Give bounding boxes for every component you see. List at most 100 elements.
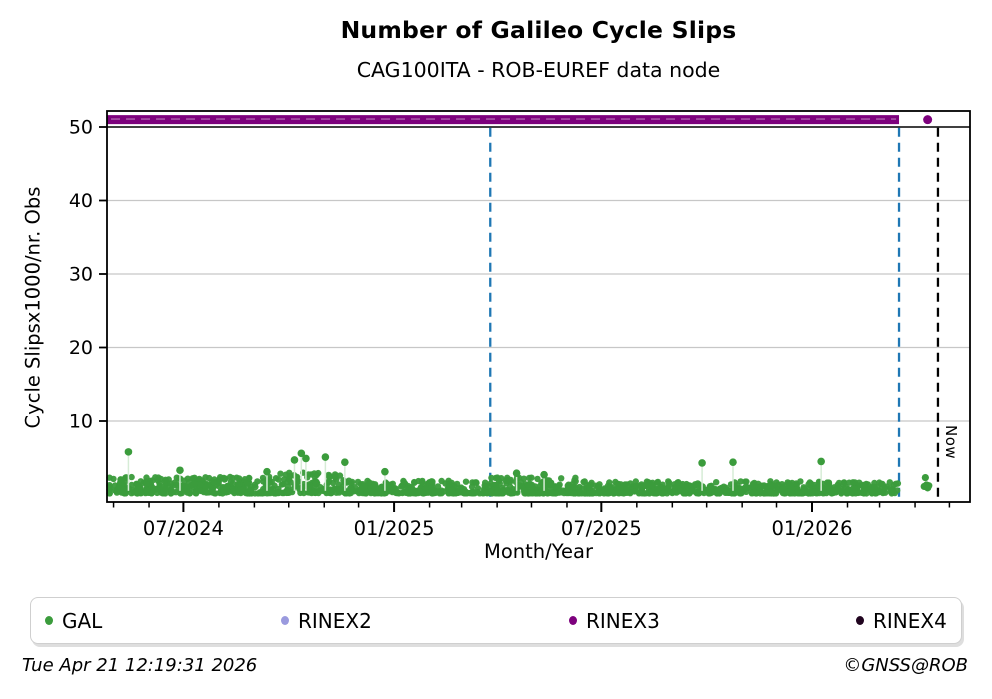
- gal-point: [456, 485, 463, 492]
- gal-spike-point: [698, 459, 706, 467]
- gal-point: [839, 487, 847, 495]
- legend-box: GAL RINEX2 RINEX3 RINEX4: [30, 597, 962, 644]
- gal-point: [671, 488, 678, 496]
- gal-point: [558, 475, 565, 482]
- gal-point: [779, 485, 787, 492]
- gal-point: [617, 481, 624, 488]
- gal-point: [520, 475, 528, 482]
- gal-point: [284, 489, 291, 496]
- plot-canvas: 10 20 30 40 50 07/2024 01/2025 07/2025 01/2026: [69, 110, 971, 540]
- gal-point: [277, 470, 284, 477]
- gal-point: [410, 486, 417, 493]
- gal-point: [282, 471, 290, 478]
- gal-point: [312, 478, 319, 485]
- gal-point: [275, 488, 282, 496]
- gal-point: [879, 489, 887, 497]
- gal-point: [220, 487, 227, 494]
- gal-point: [921, 473, 929, 482]
- gal-point: [560, 489, 568, 497]
- gal-point: [661, 489, 668, 496]
- gal-point: [738, 490, 745, 497]
- gal-point: [925, 482, 933, 490]
- gal-point: [648, 482, 655, 489]
- gal-point: [178, 489, 186, 497]
- gal-point: [266, 479, 273, 486]
- gal-point: [793, 480, 800, 487]
- gal-point: [856, 479, 863, 486]
- legend-label: GAL: [62, 608, 103, 633]
- gal-point: [607, 485, 614, 492]
- gal-point: [435, 488, 442, 495]
- gal-point: [371, 481, 379, 488]
- legend-item-rinex3: RINEX3: [569, 598, 660, 643]
- gal-point: [634, 483, 642, 490]
- gal-point: [402, 489, 410, 496]
- gal-point: [167, 486, 175, 493]
- gal-point: [654, 478, 662, 486]
- gal-spike-point: [290, 456, 299, 464]
- gal-point: [684, 482, 691, 490]
- gal-point: [481, 482, 488, 489]
- gal-point: [189, 475, 196, 482]
- gal-point: [589, 490, 597, 497]
- gal-point: [674, 479, 681, 486]
- gal-point: [191, 480, 198, 487]
- gal-point: [488, 474, 495, 482]
- gal-point: [366, 479, 373, 486]
- x-tick-label: 07/2025: [561, 517, 642, 540]
- gal-point: [197, 487, 204, 495]
- gal-point: [196, 475, 203, 483]
- gal-series: [106, 448, 933, 497]
- gal-point: [615, 490, 623, 497]
- gal-point: [643, 478, 651, 485]
- gal-point: [448, 486, 455, 494]
- gal-point: [462, 490, 469, 497]
- legend-label: RINEX4: [873, 608, 947, 633]
- gal-point: [113, 489, 121, 496]
- gal-point: [570, 490, 578, 497]
- gal-point: [713, 479, 720, 486]
- gal-point: [354, 478, 362, 486]
- generated-timestamp: Tue Apr 21 12:19:31 2026: [22, 655, 258, 676]
- gal-point: [161, 485, 168, 493]
- y-tick-label: 20: [69, 337, 93, 359]
- gal-spike-point: [124, 448, 133, 456]
- gal-point: [202, 484, 209, 491]
- gal-point: [429, 478, 436, 485]
- gal-point: [306, 489, 313, 496]
- gal-point: [216, 483, 223, 490]
- gal-point: [544, 477, 551, 484]
- gal-point: [493, 481, 500, 489]
- gal-point: [234, 481, 241, 488]
- x-tick-label: 07/2024: [143, 517, 224, 540]
- gal-point: [528, 483, 536, 490]
- gal-point: [327, 486, 334, 493]
- gal-point: [507, 476, 514, 484]
- gal-point: [252, 483, 259, 491]
- gal-point: [462, 478, 470, 485]
- gal-point: [332, 472, 339, 480]
- gal-point: [210, 478, 217, 486]
- gal-point: [529, 489, 536, 496]
- y-axis-label: Cycle Slipsx1000/nr. Obs: [21, 186, 45, 429]
- gal-point: [223, 483, 231, 490]
- gal-point: [300, 489, 307, 497]
- gal-point: [659, 481, 666, 488]
- gal-marker-icon: [45, 616, 53, 625]
- gal-point: [487, 480, 494, 487]
- gal-point: [153, 489, 161, 497]
- gal-point: [705, 489, 712, 496]
- gal-point: [312, 489, 319, 497]
- gal-point: [130, 487, 138, 494]
- gal-point: [800, 484, 807, 491]
- gal-point: [526, 474, 533, 482]
- gal-point: [222, 475, 229, 482]
- plot-frame: [106, 110, 971, 503]
- gal-point: [642, 490, 649, 497]
- gal-point: [572, 474, 579, 481]
- gal-point: [149, 477, 156, 484]
- y-tick-label: 30: [69, 264, 93, 286]
- gal-point: [691, 481, 699, 488]
- gal-point: [555, 482, 562, 490]
